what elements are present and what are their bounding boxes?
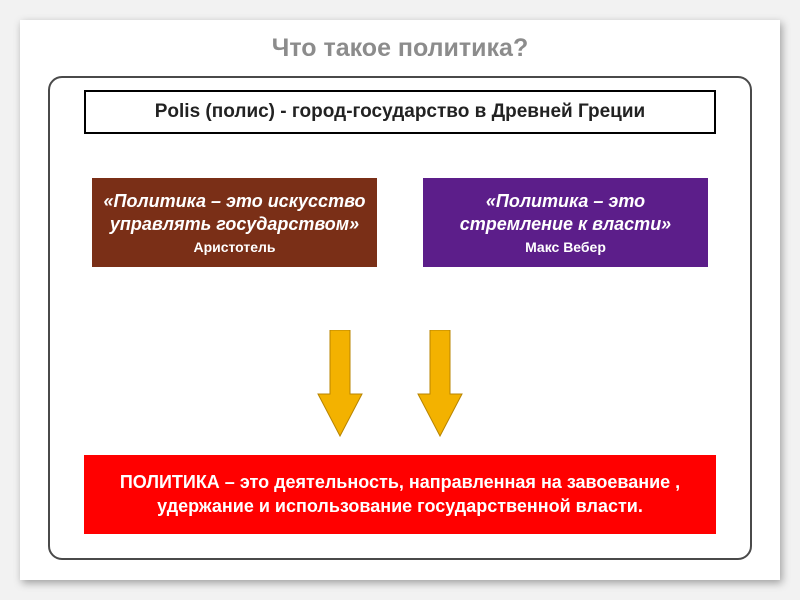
arrow-shape <box>418 330 462 436</box>
content-frame: Polis (полис) - город-государство в Древ… <box>48 76 752 560</box>
quote-aristotle-author: Аристотель <box>102 239 367 257</box>
arrow-down-icon <box>316 330 364 438</box>
polis-definition-box: Polis (полис) - город-государство в Древ… <box>84 90 716 134</box>
conclusion-box: ПОЛИТИКА – это деятельность, направленна… <box>84 455 716 534</box>
slide: Что такое политика? Polis (полис) - горо… <box>20 20 780 580</box>
quote-weber-text: «Политика – это стремление к власти» <box>460 191 671 234</box>
quote-aristotle-text: «Политика – это искусство управлять госу… <box>103 191 365 234</box>
quote-weber-author: Макс Вебер <box>433 239 698 257</box>
quote-weber-box: «Политика – это стремление к власти» Мак… <box>423 178 708 267</box>
quote-aristotle-box: «Политика – это искусство управлять госу… <box>92 178 377 267</box>
slide-title: Что такое политика? <box>20 20 780 63</box>
arrow-shape <box>318 330 362 436</box>
arrow-down-icon <box>416 330 464 438</box>
